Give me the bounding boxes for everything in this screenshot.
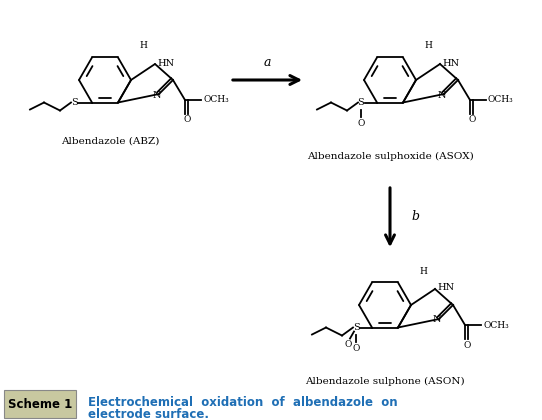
Text: OCH₃: OCH₃	[203, 95, 229, 105]
Text: O: O	[357, 119, 365, 128]
Text: Albendazole (ABZ): Albendazole (ABZ)	[61, 136, 159, 145]
Text: OCH₃: OCH₃	[488, 95, 514, 105]
Text: HN: HN	[437, 284, 454, 292]
Text: N: N	[438, 90, 446, 100]
Text: HN: HN	[157, 58, 174, 68]
Text: O: O	[183, 116, 191, 124]
Text: OCH₃: OCH₃	[483, 320, 509, 330]
Text: O: O	[344, 340, 352, 349]
Text: HN: HN	[442, 58, 459, 68]
Text: H: H	[139, 42, 147, 50]
Text: O: O	[468, 116, 476, 124]
Text: O: O	[463, 341, 470, 349]
Text: S: S	[358, 98, 364, 107]
Text: N: N	[153, 90, 162, 100]
Text: Electrochemical  oxidation  of  albendazole  on: Electrochemical oxidation of albendazole…	[88, 396, 398, 410]
Text: Albendazole sulphone (ASON): Albendazole sulphone (ASON)	[305, 376, 465, 386]
Text: b: b	[411, 210, 419, 223]
Text: a: a	[263, 55, 271, 68]
Text: electrode surface.: electrode surface.	[88, 407, 209, 420]
Text: H: H	[424, 42, 432, 50]
Text: S: S	[70, 98, 78, 107]
Text: Scheme 1: Scheme 1	[8, 397, 72, 410]
FancyBboxPatch shape	[4, 390, 76, 418]
Text: Albendazole sulphoxide (ASOX): Albendazole sulphoxide (ASOX)	[307, 152, 473, 160]
Text: N: N	[433, 315, 441, 325]
Text: S: S	[353, 323, 359, 332]
Text: O: O	[352, 344, 360, 353]
Text: H: H	[419, 267, 427, 276]
